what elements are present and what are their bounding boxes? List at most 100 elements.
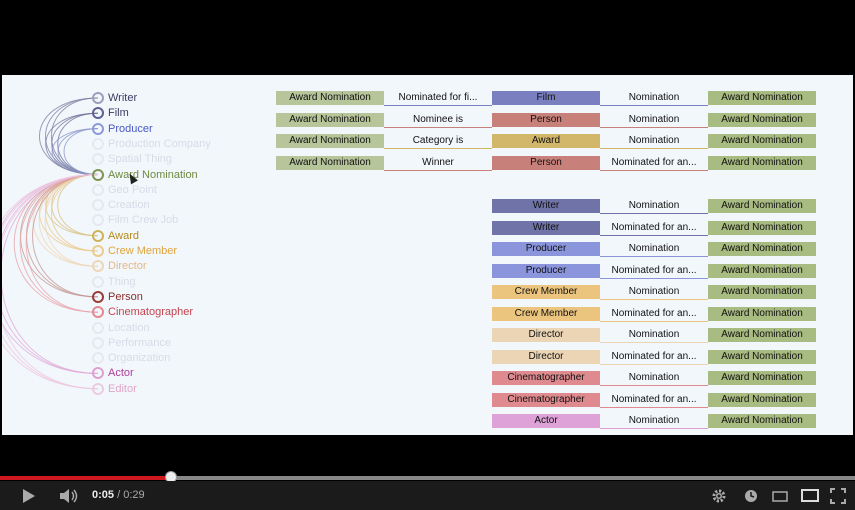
cell-underline (600, 148, 708, 150)
table-cell-predicate: Nominated for an... (611, 393, 697, 405)
type-label: Writer (108, 92, 138, 104)
type-ring-icon (92, 229, 104, 242)
type-label: Actor (108, 367, 134, 380)
fullscreen-icon[interactable] (830, 488, 846, 504)
type-item[interactable]: Performance (92, 336, 171, 350)
table-cell-predicate: Nominated for an... (611, 156, 697, 168)
type-label: Creation (108, 199, 150, 212)
volume-icon[interactable] (60, 489, 80, 503)
type-item[interactable]: Geo Point (92, 183, 157, 197)
control-bar: 0:05 / 0:29 (0, 481, 855, 510)
type-ring-icon (92, 306, 104, 319)
type-ring-icon (92, 336, 104, 349)
type-item[interactable]: Film (92, 106, 129, 120)
duration: 0:29 (123, 489, 145, 501)
table-cell-target: Award Nomination (708, 349, 816, 364)
table-cell-predicate: Nomination (628, 92, 680, 103)
type-label: Cinematographer (108, 306, 193, 319)
table-cell-subject: Award Nomination (276, 134, 384, 149)
type-item[interactable]: Cinematographer (92, 305, 193, 319)
type-ring-icon (92, 199, 104, 212)
connection-arc (19, 174, 99, 313)
table-cell-object: Writer (492, 220, 600, 235)
type-ring-icon (92, 352, 104, 365)
table-cell-object: Producer (492, 263, 600, 278)
type-label: Crew Member (108, 245, 178, 257)
type-item[interactable]: Creation (92, 198, 150, 212)
cell-underline (600, 363, 708, 365)
table-cell-target: Award Nomination (708, 112, 816, 127)
connection-arc (51, 128, 99, 175)
table-cell-predicate: Nominated for an... (611, 221, 697, 233)
table-cell-predicate: Nominee is (412, 113, 464, 125)
table-cell-target: Award Nomination (708, 242, 816, 256)
progress-bar[interactable] (0, 471, 855, 483)
type-item[interactable]: Organization (92, 351, 170, 365)
table-cell-target: Award Nomination (708, 392, 816, 407)
type-item[interactable]: Thing (92, 275, 136, 289)
type-ring-icon (92, 168, 104, 181)
type-ring-icon (92, 122, 104, 135)
connection-arc (44, 174, 99, 267)
type-item[interactable]: Location (92, 321, 150, 335)
type-label: Director (108, 260, 147, 273)
type-item[interactable]: Editor (92, 382, 137, 396)
connection-arc (2, 174, 99, 374)
table-cell-object: Person (492, 112, 600, 127)
table-cell-target: Award Nomination (708, 371, 816, 385)
table-cell-target: Award Nomination (708, 134, 816, 149)
table-cell-predicate: Nominated for an... (611, 350, 697, 362)
connection-arc (57, 128, 99, 175)
type-item[interactable]: Production Company (92, 137, 211, 151)
table-cell-object: Writer (492, 199, 600, 213)
type-item[interactable]: Producer (92, 122, 153, 136)
play-icon[interactable] (22, 489, 36, 503)
type-ring-icon (92, 137, 104, 150)
type-item[interactable]: Writer (92, 91, 137, 105)
type-ring-icon (92, 321, 104, 334)
type-item[interactable]: Director (92, 259, 147, 273)
table-cell-object: Film (492, 91, 600, 105)
type-item[interactable]: Actor (92, 366, 134, 380)
table-cell-subject: Award Nomination (276, 91, 384, 105)
cell-underline (600, 277, 708, 279)
table-cell-target: Award Nomination (708, 155, 816, 170)
type-label: Spatial Thing (108, 153, 173, 166)
table-cell-predicate: Nomination (628, 200, 680, 211)
type-item[interactable]: Award Nomination (92, 168, 198, 182)
cell-underline (600, 126, 708, 128)
cell-underline (600, 320, 708, 322)
cell-underline (384, 169, 492, 171)
cell-underline (600, 105, 708, 106)
table-cell-predicate: Nomination (628, 113, 680, 125)
type-label: Production Company (108, 137, 211, 150)
cell-underline (384, 126, 492, 128)
connection-arc (2, 174, 99, 390)
type-item[interactable]: Crew Member (92, 244, 177, 258)
watch-later-icon[interactable] (744, 489, 758, 503)
table-cell-target: Award Nomination (708, 306, 816, 321)
progress-buffered (0, 476, 855, 480)
type-item[interactable]: Award (92, 229, 139, 243)
type-label: Award Nomination (108, 168, 198, 181)
table-cell-object: Producer (492, 242, 600, 256)
theater-mode-icon[interactable] (772, 491, 788, 502)
type-item[interactable]: Person (92, 290, 143, 304)
type-ring-icon (92, 260, 104, 273)
progress-played (0, 476, 171, 480)
cell-underline (600, 385, 708, 386)
gear-icon[interactable] (711, 488, 727, 504)
table-cell-predicate: Nominated for an... (611, 264, 697, 276)
table-cell-object: Person (492, 155, 600, 170)
type-ring-icon (92, 107, 104, 120)
type-item[interactable]: Film Crew Job (92, 213, 178, 227)
table-cell-target: Award Nomination (708, 414, 816, 428)
connection-arc (25, 174, 99, 313)
type-ring-icon (92, 290, 104, 303)
large-player-icon[interactable] (801, 489, 819, 502)
table-cell-object: Crew Member (492, 285, 600, 299)
video-content: Writer Film Producer Production Company Spat… (2, 75, 853, 435)
connection-arc (2, 174, 99, 390)
type-item[interactable]: Spatial Thing (92, 152, 172, 166)
